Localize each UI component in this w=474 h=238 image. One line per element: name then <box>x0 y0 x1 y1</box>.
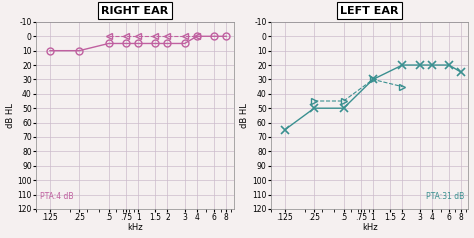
Text: PTA:4 dB: PTA:4 dB <box>40 192 73 201</box>
Y-axis label: dB HL: dB HL <box>240 103 249 128</box>
Title: RIGHT EAR: RIGHT EAR <box>101 5 168 15</box>
Text: PTA:31 dB: PTA:31 dB <box>426 192 465 201</box>
X-axis label: kHz: kHz <box>127 223 143 233</box>
X-axis label: kHz: kHz <box>362 223 377 233</box>
Title: LEFT EAR: LEFT EAR <box>340 5 399 15</box>
Y-axis label: dB HL: dB HL <box>6 103 15 128</box>
